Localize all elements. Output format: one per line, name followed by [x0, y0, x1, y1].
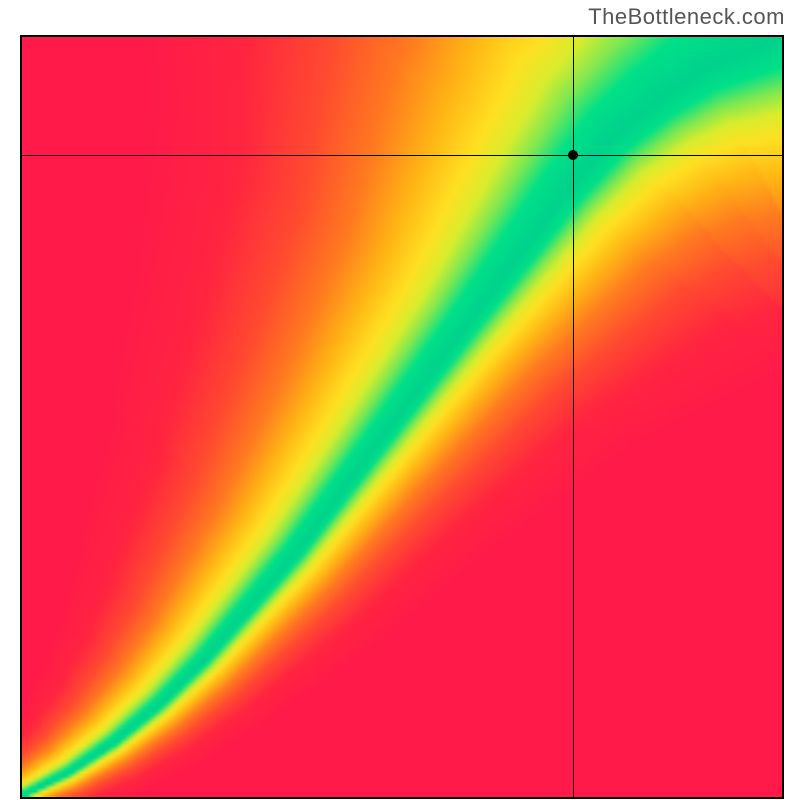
crosshair-marker — [568, 150, 578, 160]
heatmap-canvas — [22, 37, 782, 797]
heatmap-plot — [20, 35, 784, 799]
crosshair-horizontal — [22, 155, 782, 156]
watermark-text: TheBottleneck.com — [588, 4, 785, 30]
